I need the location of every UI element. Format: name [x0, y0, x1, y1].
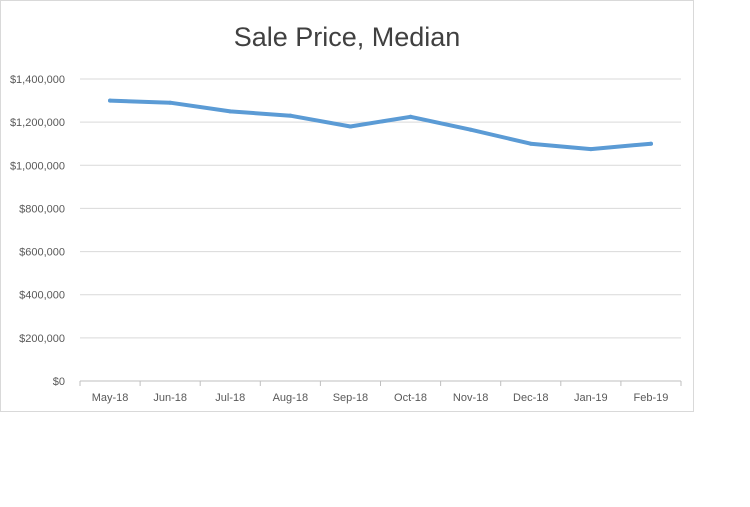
gridlines	[80, 78, 681, 339]
data-point	[228, 109, 233, 114]
data-point	[348, 124, 353, 129]
x-axis	[79, 380, 682, 386]
series-layer	[108, 98, 653, 152]
x-tick-label: Jan-19	[574, 392, 608, 404]
y-tick-label: $1,000,000	[10, 160, 65, 172]
series-line	[108, 98, 653, 152]
x-tick-label: Nov-18	[453, 392, 488, 404]
y-tick-label: $0	[53, 376, 65, 388]
x-tick-label: May-18	[92, 392, 129, 404]
x-tick-label: Aug-18	[273, 392, 308, 404]
data-point	[468, 127, 473, 132]
y-tick-label: $600,000	[19, 247, 65, 259]
x-tick-label: Dec-18	[513, 392, 548, 404]
x-tick-label: Jul-18	[215, 392, 245, 404]
data-point	[168, 100, 173, 105]
y-tick-label: $200,000	[19, 333, 65, 345]
x-tick-label: Oct-18	[394, 392, 427, 404]
data-point	[528, 141, 533, 146]
data-point	[648, 141, 653, 146]
x-tick-label: Jun-18	[153, 392, 187, 404]
data-point	[108, 98, 113, 103]
data-point	[408, 114, 413, 119]
y-axis-tick-labels: $0 $200,000 $400,000 $600,000 $800,000 $1,000…	[10, 74, 65, 388]
y-tick-label: $1,200,000	[10, 117, 65, 129]
data-point	[288, 113, 293, 118]
x-tick-label: Feb-19	[634, 392, 669, 404]
y-tick-label: $1,400,000	[10, 74, 65, 86]
chart-frame	[0, 0, 694, 412]
x-tick-label: Sep-18	[333, 392, 368, 404]
data-point	[588, 147, 593, 152]
chart-title: Sale Price, Median	[234, 22, 461, 52]
x-axis-tick-labels: May-18 Jun-18 Jul-18 Aug-18 Sep-18 Oct-18 Nov-…	[92, 392, 669, 404]
y-tick-label: $800,000	[19, 203, 65, 215]
y-tick-label: $400,000	[19, 290, 65, 302]
line-chart: Sale Price, Median $0 $200,000 $400,000 $60…	[10, 22, 682, 404]
